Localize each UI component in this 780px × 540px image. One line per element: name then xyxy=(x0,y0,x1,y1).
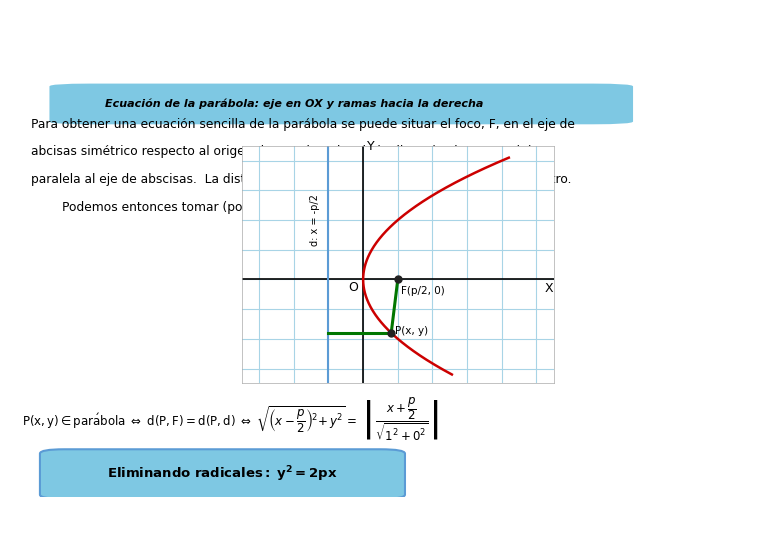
Text: $\mathrm{P(x,y) \in par\acute{a}bola}$ $\Leftrightarrow$ $\mathrm{d(P,F) = d(P,d: $\mathrm{P(x,y) \in par\acute{a}bola}$ $… xyxy=(22,395,438,443)
Text: sm: sm xyxy=(702,32,760,65)
Text: X: X xyxy=(544,282,553,295)
Text: P(x, y): P(x, y) xyxy=(395,326,428,336)
FancyBboxPatch shape xyxy=(40,449,405,499)
Text: $\mathbf{Eliminando\ radicales:\ y^2 = 2px}$: $\mathbf{Eliminando\ radicales:\ y^2 = 2… xyxy=(107,464,338,484)
Text: Cónicas: Cónicas xyxy=(349,27,431,47)
Text: Ecuación de la parábola: eje en OX y ramas hacia la derecha: Ecuación de la parábola: eje en OX y ram… xyxy=(105,99,483,109)
Text: Y: Y xyxy=(367,140,374,153)
Text: paralela al eje de abscisas.  La distancia desde el foco a la directriz se llama: paralela al eje de abscisas. La distanci… xyxy=(30,173,571,186)
Text: Matemáticas: Matemáticas xyxy=(16,22,101,35)
Text: O: O xyxy=(348,281,358,294)
FancyBboxPatch shape xyxy=(49,84,633,124)
Text: Para obtener una ecuación sencilla de la parábola se puede situar el foco, F, en: Para obtener una ecuación sencilla de la… xyxy=(30,118,574,131)
Text: Podemos entonces tomar (por ejemplo): F(p/2, 0) y d: x = – p/2: Podemos entonces tomar (por ejemplo): F(… xyxy=(30,201,450,214)
Text: 1.º Bachillerato: 1.º Bachillerato xyxy=(16,53,119,66)
Text: F(p/2, 0): F(p/2, 0) xyxy=(401,286,445,296)
Text: abcisas simétrico respecto al origen de coordenadas de la directriz, d, que se s: abcisas simétrico respecto al origen de … xyxy=(30,145,540,158)
Text: d: x = -p/2: d: x = -p/2 xyxy=(310,194,320,246)
